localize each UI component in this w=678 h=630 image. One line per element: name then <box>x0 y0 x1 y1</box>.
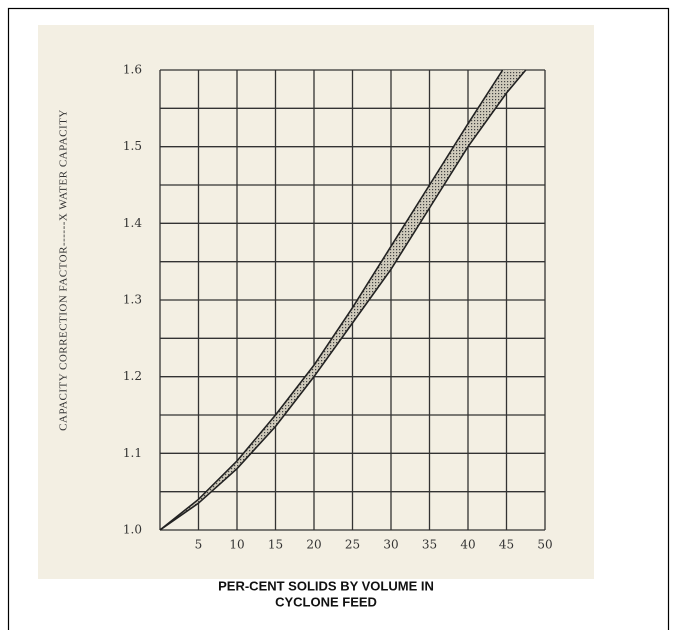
y-tick-label: 1.6 <box>123 63 142 77</box>
curve <box>159 69 527 531</box>
y-tick-label: 1.0 <box>123 523 142 537</box>
y-tick-label: 1.5 <box>123 139 142 153</box>
y-tick-label: 1.1 <box>123 446 142 460</box>
y-tick-label: 1.4 <box>123 216 142 230</box>
x-tick-label: 15 <box>268 538 283 552</box>
x-tick-label: 10 <box>229 538 244 552</box>
x-tick-label: 50 <box>537 538 552 552</box>
x-tick-label: 25 <box>345 538 360 552</box>
y-tick-label: 1.3 <box>123 293 142 307</box>
x-tick-label: 40 <box>460 538 475 552</box>
x-axis-label: PER-CENT SOLIDS BY VOLUME IN <box>218 578 434 593</box>
x-tick-label: 5 <box>195 538 203 552</box>
paper <box>38 25 594 579</box>
y-axis-label: CAPACITY CORRECTION FACTOR------X WATER … <box>58 109 70 431</box>
x-axis-label: CYCLONE FEED <box>275 594 377 609</box>
x-tick-label: 30 <box>383 538 398 552</box>
x-tick-label: 20 <box>306 538 321 552</box>
x-tick-label: 45 <box>499 538 514 552</box>
curve <box>159 69 504 531</box>
band-fill <box>160 70 526 530</box>
y-tick-label: 1.2 <box>123 369 142 383</box>
x-tick-label: 35 <box>422 538 437 552</box>
